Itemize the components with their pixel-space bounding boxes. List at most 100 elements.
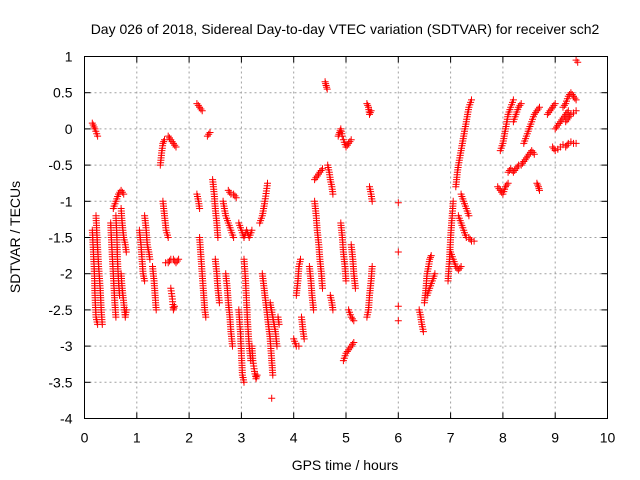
data-point	[551, 125, 559, 133]
data-point	[252, 375, 260, 383]
x-tick-label: 2	[185, 430, 193, 446]
data-point	[368, 197, 376, 205]
data-point	[529, 148, 537, 156]
data-point	[572, 96, 580, 104]
data-point	[172, 259, 180, 267]
data-point	[517, 161, 525, 169]
data-point	[427, 252, 435, 260]
data-point	[533, 179, 541, 187]
data-point	[168, 138, 176, 146]
x-tick-labels: 0 1 2 3 4 5 6 7 8 9 10	[81, 430, 616, 446]
data-point	[555, 120, 563, 127]
data-point	[566, 112, 574, 120]
data-point	[366, 110, 373, 118]
data-point	[449, 197, 457, 205]
data-point	[343, 348, 351, 355]
data-point	[175, 255, 183, 263]
data-point	[564, 114, 572, 122]
data-point	[146, 255, 154, 263]
data-point	[231, 192, 239, 200]
data-point	[513, 163, 521, 171]
data-point	[141, 277, 149, 285]
data-point	[553, 123, 560, 131]
data-point	[551, 100, 559, 108]
data-point	[345, 139, 353, 147]
data-point	[295, 342, 303, 350]
x-tick-label: 9	[551, 430, 559, 446]
x-tick-label: 8	[499, 430, 507, 446]
data-point	[470, 237, 478, 245]
data-point	[323, 83, 331, 91]
data-point	[465, 212, 473, 220]
data-point	[300, 335, 308, 343]
data-point	[394, 248, 402, 256]
x-tick-label: 1	[133, 430, 141, 446]
data-point	[323, 85, 331, 93]
data-point	[311, 176, 319, 184]
data-point	[431, 270, 439, 278]
data-point	[319, 284, 326, 292]
data-point	[550, 101, 558, 109]
x-tick-label: 10	[600, 430, 616, 446]
data-point	[367, 107, 375, 115]
data-point	[232, 194, 240, 202]
data-point	[248, 226, 256, 234]
data-point	[329, 306, 337, 314]
y-tick-label: -4	[60, 411, 73, 427]
data-point	[572, 107, 580, 115]
data-point	[171, 141, 179, 149]
data-point	[229, 342, 236, 350]
data-point	[164, 234, 172, 241]
data-point	[264, 179, 271, 187]
data-point	[546, 107, 554, 115]
data-point	[336, 127, 344, 135]
data-point	[534, 105, 542, 113]
data-point	[368, 263, 376, 270]
data-point	[468, 96, 475, 104]
data-point	[230, 234, 238, 241]
y-tick-labels: -4 -3.5 -3 -2.5 -2 -1.5 -1 -0.5 0 0.5 1	[48, 49, 72, 427]
data-point	[560, 101, 568, 109]
data-point	[312, 174, 320, 182]
data-point	[563, 109, 571, 117]
data-point	[345, 346, 353, 354]
data-point	[520, 158, 528, 165]
data-point	[240, 378, 248, 386]
data-point	[269, 371, 277, 379]
data-point	[502, 183, 509, 191]
data-point	[465, 234, 473, 241]
data-point	[515, 103, 523, 111]
data-point	[346, 344, 354, 352]
data-point	[419, 328, 427, 336]
data-point	[545, 109, 553, 117]
data-point	[297, 255, 304, 263]
data-point	[164, 259, 172, 267]
data-point	[342, 143, 350, 151]
data-point	[196, 205, 204, 212]
data-points	[88, 56, 582, 402]
data-point	[253, 371, 261, 379]
data-point	[338, 132, 346, 140]
data-point	[466, 235, 474, 243]
y-tick-label: 0.5	[53, 85, 73, 101]
data-point	[343, 141, 351, 149]
data-point	[509, 96, 517, 104]
x-tick-label: 5	[342, 430, 350, 446]
data-point	[98, 320, 106, 328]
x-tick-label: 4	[290, 430, 298, 446]
data-point	[521, 156, 529, 164]
data-point	[197, 105, 205, 113]
data-point	[530, 150, 538, 158]
data-point	[366, 109, 374, 117]
y-tick-label: -1.5	[48, 230, 72, 246]
data-point	[164, 132, 172, 140]
data-point	[364, 101, 372, 109]
data-point	[517, 100, 525, 108]
data-point	[568, 91, 576, 98]
data-point	[351, 284, 359, 292]
data-point	[342, 349, 350, 357]
axis-ticks	[84, 56, 608, 419]
data-point	[315, 170, 322, 178]
y-tick-label: -2.5	[48, 302, 72, 318]
